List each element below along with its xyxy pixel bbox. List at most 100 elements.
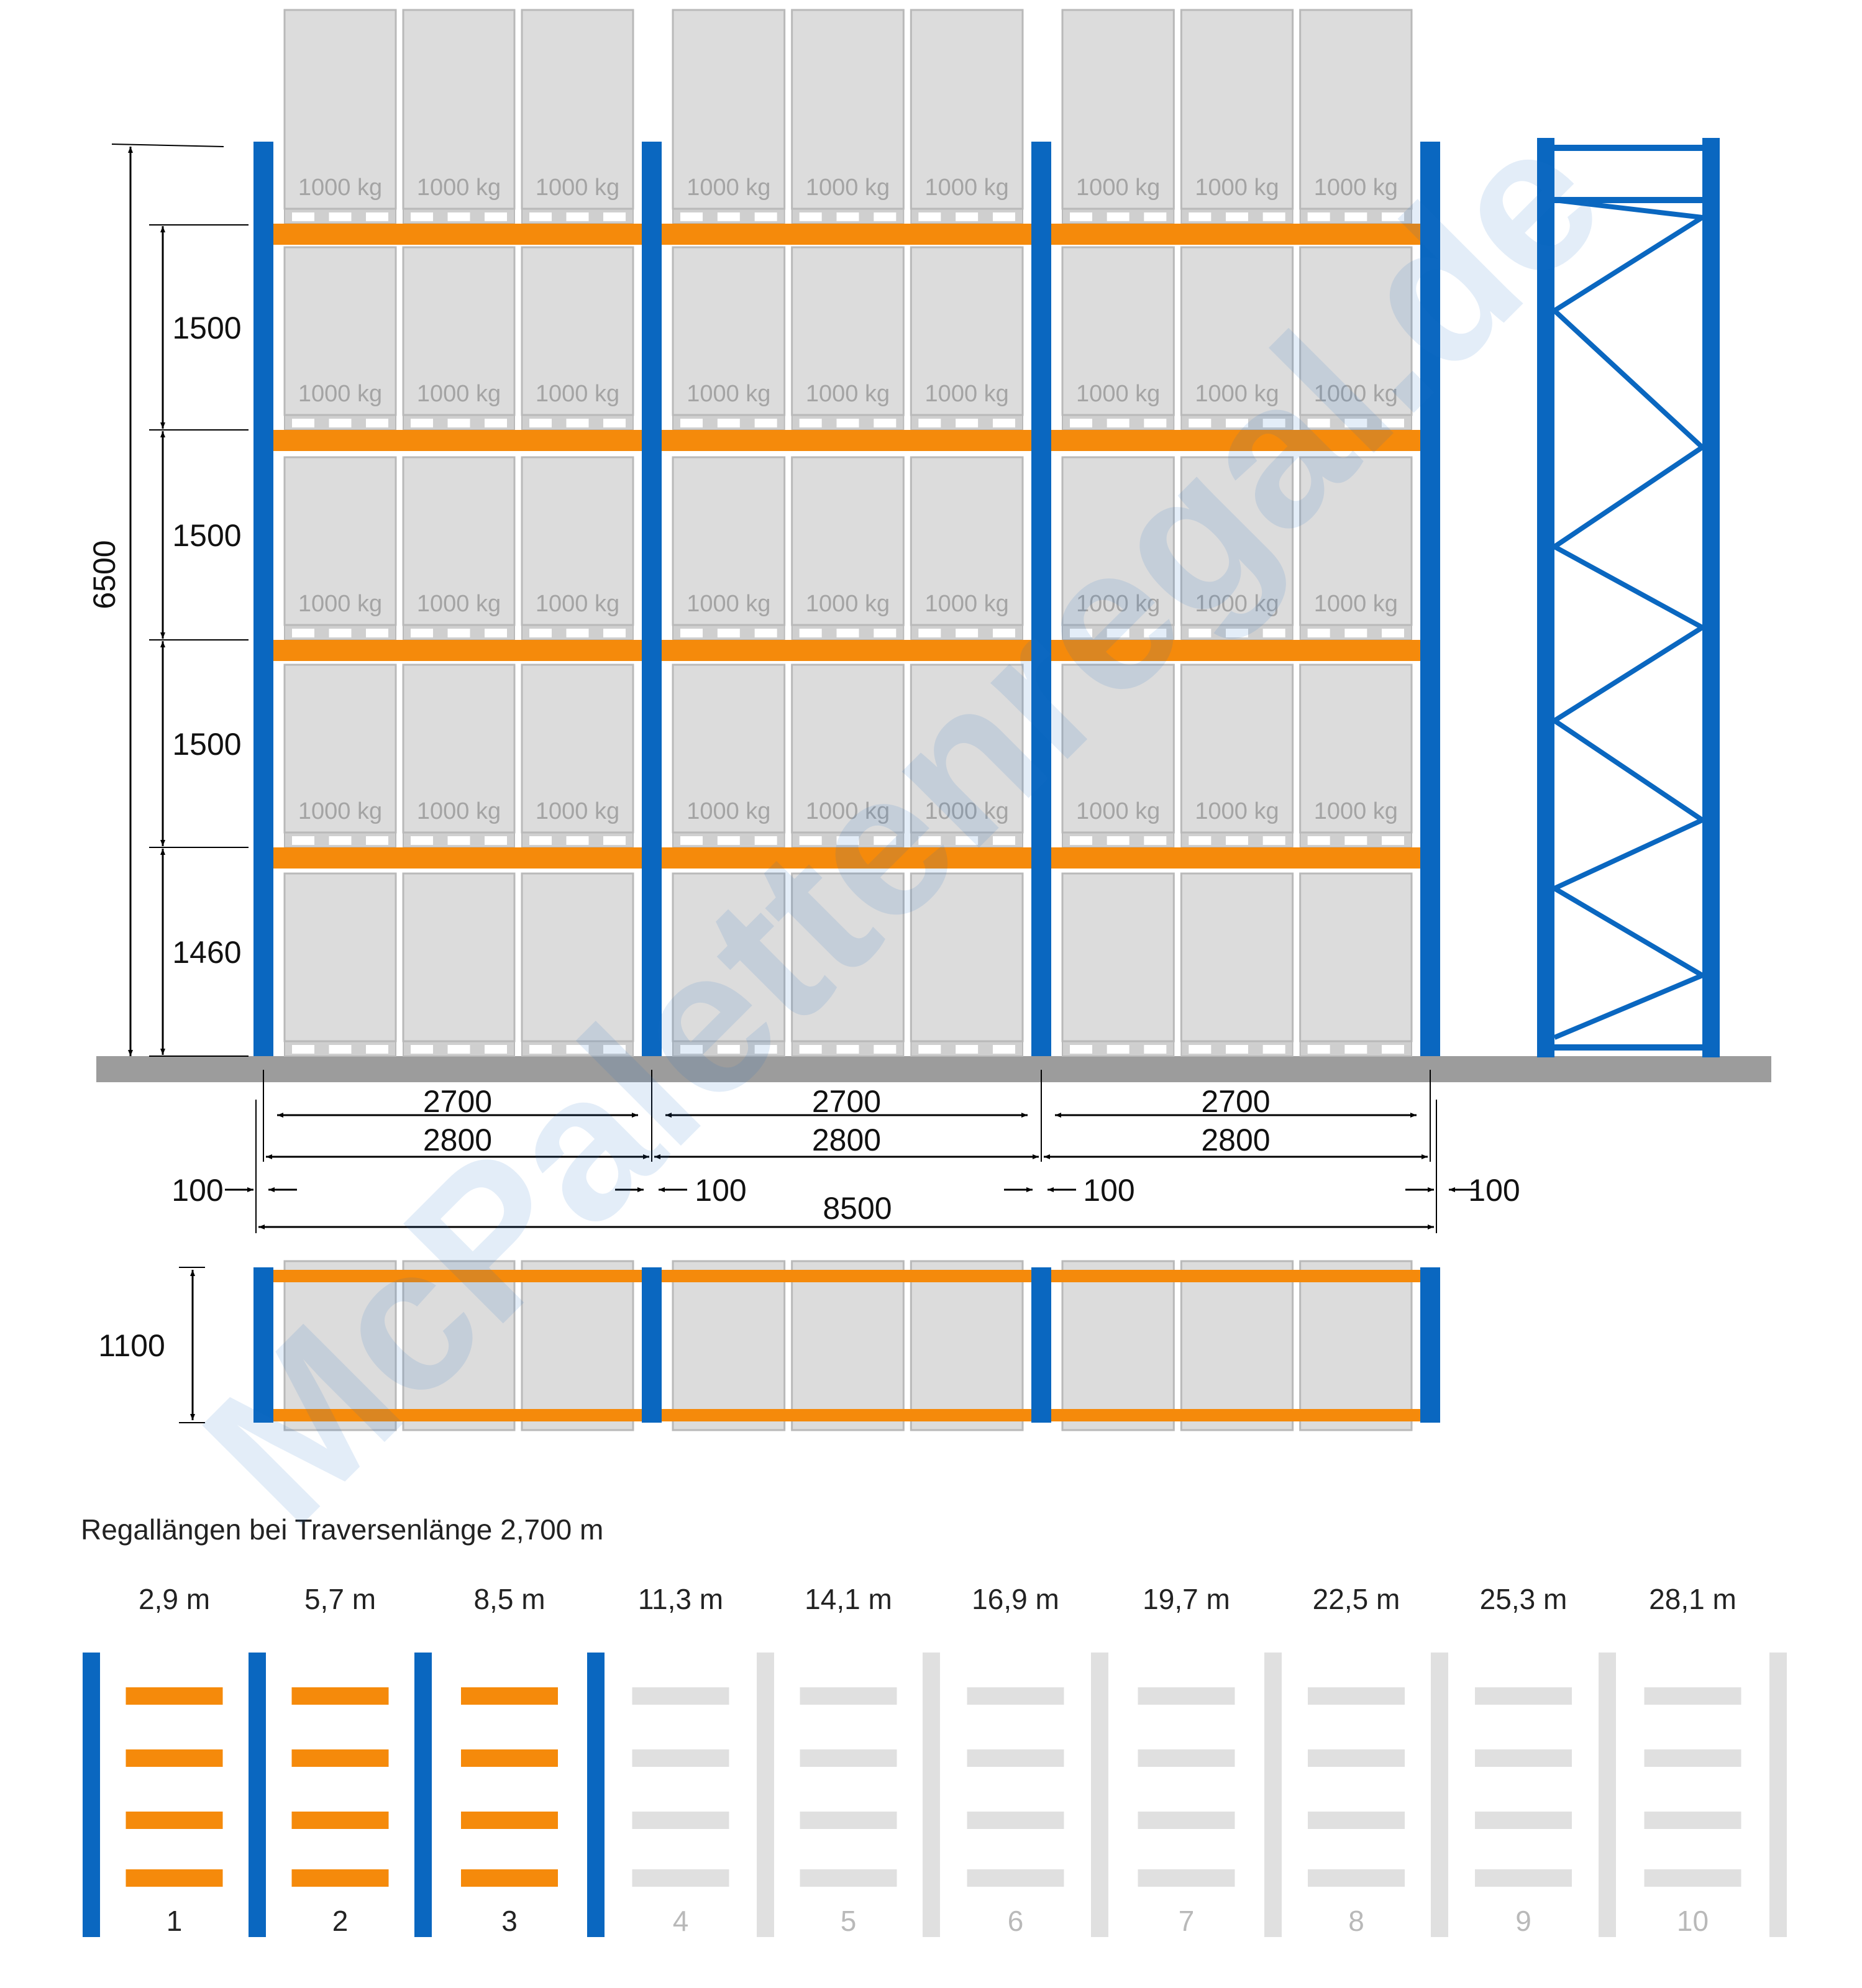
pallet-slot — [680, 836, 703, 845]
rack-length-index: 1 — [167, 1905, 183, 1937]
pallet-slot — [366, 836, 388, 845]
load-label: 1000 kg — [925, 175, 1009, 201]
pallet-load — [672, 872, 786, 1042]
load-label: 1000 kg — [1076, 798, 1160, 824]
lengths-caption: Regallängen bei Traversenlänge 2,700 m — [81, 1513, 603, 1546]
pallet-slot — [366, 1045, 388, 1054]
beam — [662, 430, 1031, 451]
pallet-load — [283, 872, 397, 1042]
pallet-slot — [717, 212, 740, 221]
rack-length-beam — [461, 1869, 558, 1887]
rack-length-beam — [126, 1812, 223, 1829]
pallet-slot — [1382, 1045, 1404, 1054]
pallet-load — [1061, 872, 1175, 1042]
pallet-slot — [1382, 419, 1404, 427]
load-label: 1000 kg — [687, 381, 770, 407]
rack-length-beam — [1475, 1812, 1572, 1829]
load-label: 1000 kg — [806, 175, 890, 201]
pallet-load — [402, 9, 516, 210]
dim-depth: 1100 — [98, 1328, 165, 1363]
pallet-load — [1180, 246, 1294, 416]
pallet-slot — [447, 1045, 470, 1054]
pallet-slot — [680, 1045, 703, 1054]
frame-diagonal — [1553, 445, 1704, 549]
pallet-slot — [566, 419, 589, 427]
pallet-load — [283, 663, 397, 834]
uprights-group — [253, 142, 1440, 1056]
pallet-load — [791, 246, 905, 416]
upright — [253, 142, 273, 1056]
pallet-load — [1180, 663, 1294, 834]
rack-length-upright — [923, 1653, 940, 1937]
dim-bay-clear: 2700 — [812, 1084, 881, 1119]
pallet-load — [791, 872, 905, 1042]
load-label: 1000 kg — [1076, 175, 1160, 201]
rack-length-index: 10 — [1677, 1905, 1709, 1937]
pallet-load — [1180, 9, 1294, 210]
rack-length-beam — [126, 1869, 223, 1887]
pallet-slot — [1262, 629, 1285, 637]
frame-diagonal — [1554, 198, 1703, 220]
rack-length-beam — [126, 1687, 223, 1705]
rack-length-label: 11,3 m — [638, 1583, 723, 1615]
load-label: 1000 kg — [298, 798, 382, 824]
pallet-load — [791, 9, 905, 210]
pallet-slot — [1144, 629, 1167, 637]
pallet-slot — [680, 212, 703, 221]
load-label: 1000 kg — [298, 175, 382, 201]
rack-length-beam — [800, 1869, 897, 1887]
pallet-slot — [1307, 1045, 1330, 1054]
plan-pallet — [791, 1260, 905, 1431]
pallet-slot — [1070, 1045, 1092, 1054]
pallet-load — [910, 246, 1024, 416]
side-frame-group — [1537, 138, 1720, 1057]
load-label: 1000 kg — [1314, 798, 1398, 824]
pallet-slot — [366, 212, 388, 221]
pallet-slot — [447, 212, 470, 221]
load-label: 1000 kg — [806, 798, 890, 824]
pallet-load — [521, 246, 634, 416]
pallet-load — [1061, 246, 1175, 416]
rack-length-upright — [757, 1653, 774, 1937]
pallet-slot — [1226, 1045, 1248, 1054]
pallet-slot — [566, 629, 589, 637]
pallet-slot — [956, 419, 979, 427]
pallet-slot — [918, 1045, 941, 1054]
load-label: 1000 kg — [417, 798, 501, 824]
pallet-slot — [1262, 419, 1285, 427]
pallet-slot — [1144, 836, 1167, 845]
rack-length-beam — [1475, 1869, 1572, 1887]
pallet-slot — [447, 419, 470, 427]
pallet-load — [283, 456, 397, 626]
pallet-load — [1061, 456, 1175, 626]
plan-beam — [662, 1270, 1031, 1282]
rack-lengths-group: Regallängen bei Traversenlänge 2,700 m 2,… — [81, 1513, 1787, 1937]
pallet-slot — [874, 1045, 897, 1054]
pallet-slot — [754, 212, 777, 221]
pallet-slot — [1344, 419, 1367, 427]
beam — [273, 430, 642, 451]
load-label: 1000 kg — [1195, 798, 1279, 824]
load-label: 1000 kg — [925, 798, 1009, 824]
pallet-slot — [292, 212, 314, 221]
rack-length-label: 19,7 m — [1143, 1583, 1230, 1615]
rack-length-label: 16,9 m — [972, 1583, 1059, 1615]
pallet-slot — [447, 836, 470, 845]
pallet-slot — [529, 1045, 552, 1054]
pallet-load — [521, 872, 634, 1042]
load-label: 1000 kg — [1195, 591, 1279, 617]
pallet-slot — [485, 1045, 507, 1054]
pallet-slot — [956, 1045, 979, 1054]
pallet-slot — [836, 419, 859, 427]
pallet-slot — [1307, 212, 1330, 221]
pallet-slot — [485, 419, 507, 427]
pallet-slot — [1189, 1045, 1212, 1054]
pallet-slot — [1107, 1045, 1130, 1054]
pallet-slot — [1226, 212, 1248, 221]
pallet-slot — [1262, 1045, 1285, 1054]
pallet-slot — [918, 212, 941, 221]
pallet-slot — [754, 1045, 777, 1054]
frame-diagonal — [1553, 544, 1704, 630]
pallet-load — [521, 456, 634, 626]
pallet-slot — [836, 836, 859, 845]
